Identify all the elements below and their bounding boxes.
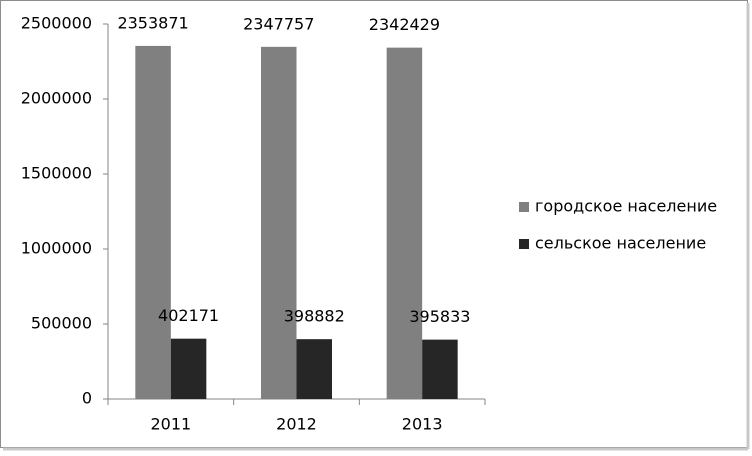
data-label: 402171 [158,306,219,325]
y-tick-label: 2000000 [21,89,92,108]
data-label: 2347757 [243,14,314,33]
y-tick-label: 1000000 [21,239,92,258]
x-tick-label: 2011 [150,415,191,434]
x-tick-label: 2013 [402,415,443,434]
data-label: 2342429 [369,15,440,34]
chart-frame [0,0,748,448]
legend-swatch [519,202,529,212]
y-tick-label: 500000 [31,314,92,333]
legend-label: сельское население [535,234,706,253]
bar [296,339,332,399]
data-label: 2353871 [117,13,188,32]
data-label: 398882 [284,307,345,326]
bar [135,45,171,400]
bar [422,339,458,399]
legend-swatch [519,239,529,249]
legend-label: городское население [535,197,717,216]
bar [261,46,297,399]
y-tick-label: 2500000 [21,14,92,33]
data-label: 395833 [409,307,470,326]
bar [386,47,423,399]
x-tick-label: 2012 [276,415,317,434]
y-tick-label: 1500000 [21,164,92,183]
y-tick-label: 0 [82,389,92,408]
bar [170,338,207,399]
